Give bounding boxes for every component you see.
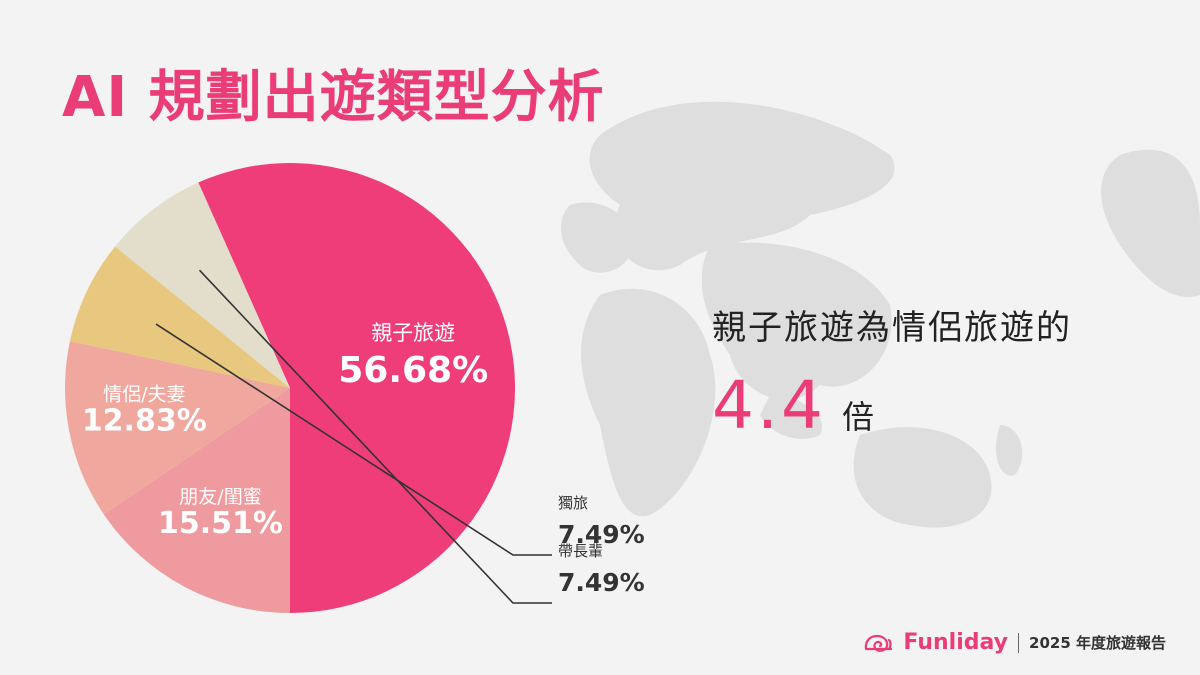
ratio-line: 4.4 倍 [712,367,1072,444]
slice-value-2: 15.51% [158,506,283,541]
map-islands [760,395,822,439]
pie-slice-2 [103,388,290,613]
pie-slice-4 [69,246,290,388]
report-title: 2025 年度旅遊報告 [1029,634,1166,652]
highlight-callout: 親子旅遊為情侶旅遊的 4.4 倍 [712,300,1072,444]
pie-slice-3 [65,341,290,515]
ratio-value: 4.4 [712,367,826,444]
slice-value-4: 7.49% [558,520,645,549]
map-australia [853,427,992,528]
slice-value-3: 12.83% [82,404,207,439]
map-north-america [1101,149,1200,297]
pie-slice-1 [198,163,516,614]
footer: Funliday 2025 年度旅遊報告 [863,630,1166,655]
slice-label-3: 情侶/夫妻 [103,384,185,406]
snail-icon [865,634,893,652]
slice-label-4: 獨旅 [558,494,588,512]
footer-divider [1018,632,1020,653]
map-new-zealand [995,425,1023,476]
map-asia-south [701,242,892,400]
slice-label-5: 帶長輩 [558,542,603,560]
highlight-text: 親子旅遊為情侶旅遊的 [712,308,1072,348]
map-asia-north [589,101,895,271]
leader-line-4 [155,323,552,556]
slice-label-2: 朋友/閨蜜 [179,486,261,508]
brand-name: Funliday [903,630,1009,655]
map-europe [560,202,632,273]
pie-slice-5 [115,182,290,388]
map-africa [581,288,716,517]
leader-line-5 [198,269,552,604]
slice-value-5: 7.49% [558,568,645,597]
page-title: AI 規劃出遊類型分析 [62,65,605,130]
world-map-background [560,101,1200,528]
slice-label-1: 親子旅遊 [371,321,455,345]
slice-value-1: 56.68% [338,350,488,391]
ratio-unit: 倍 [841,398,874,436]
